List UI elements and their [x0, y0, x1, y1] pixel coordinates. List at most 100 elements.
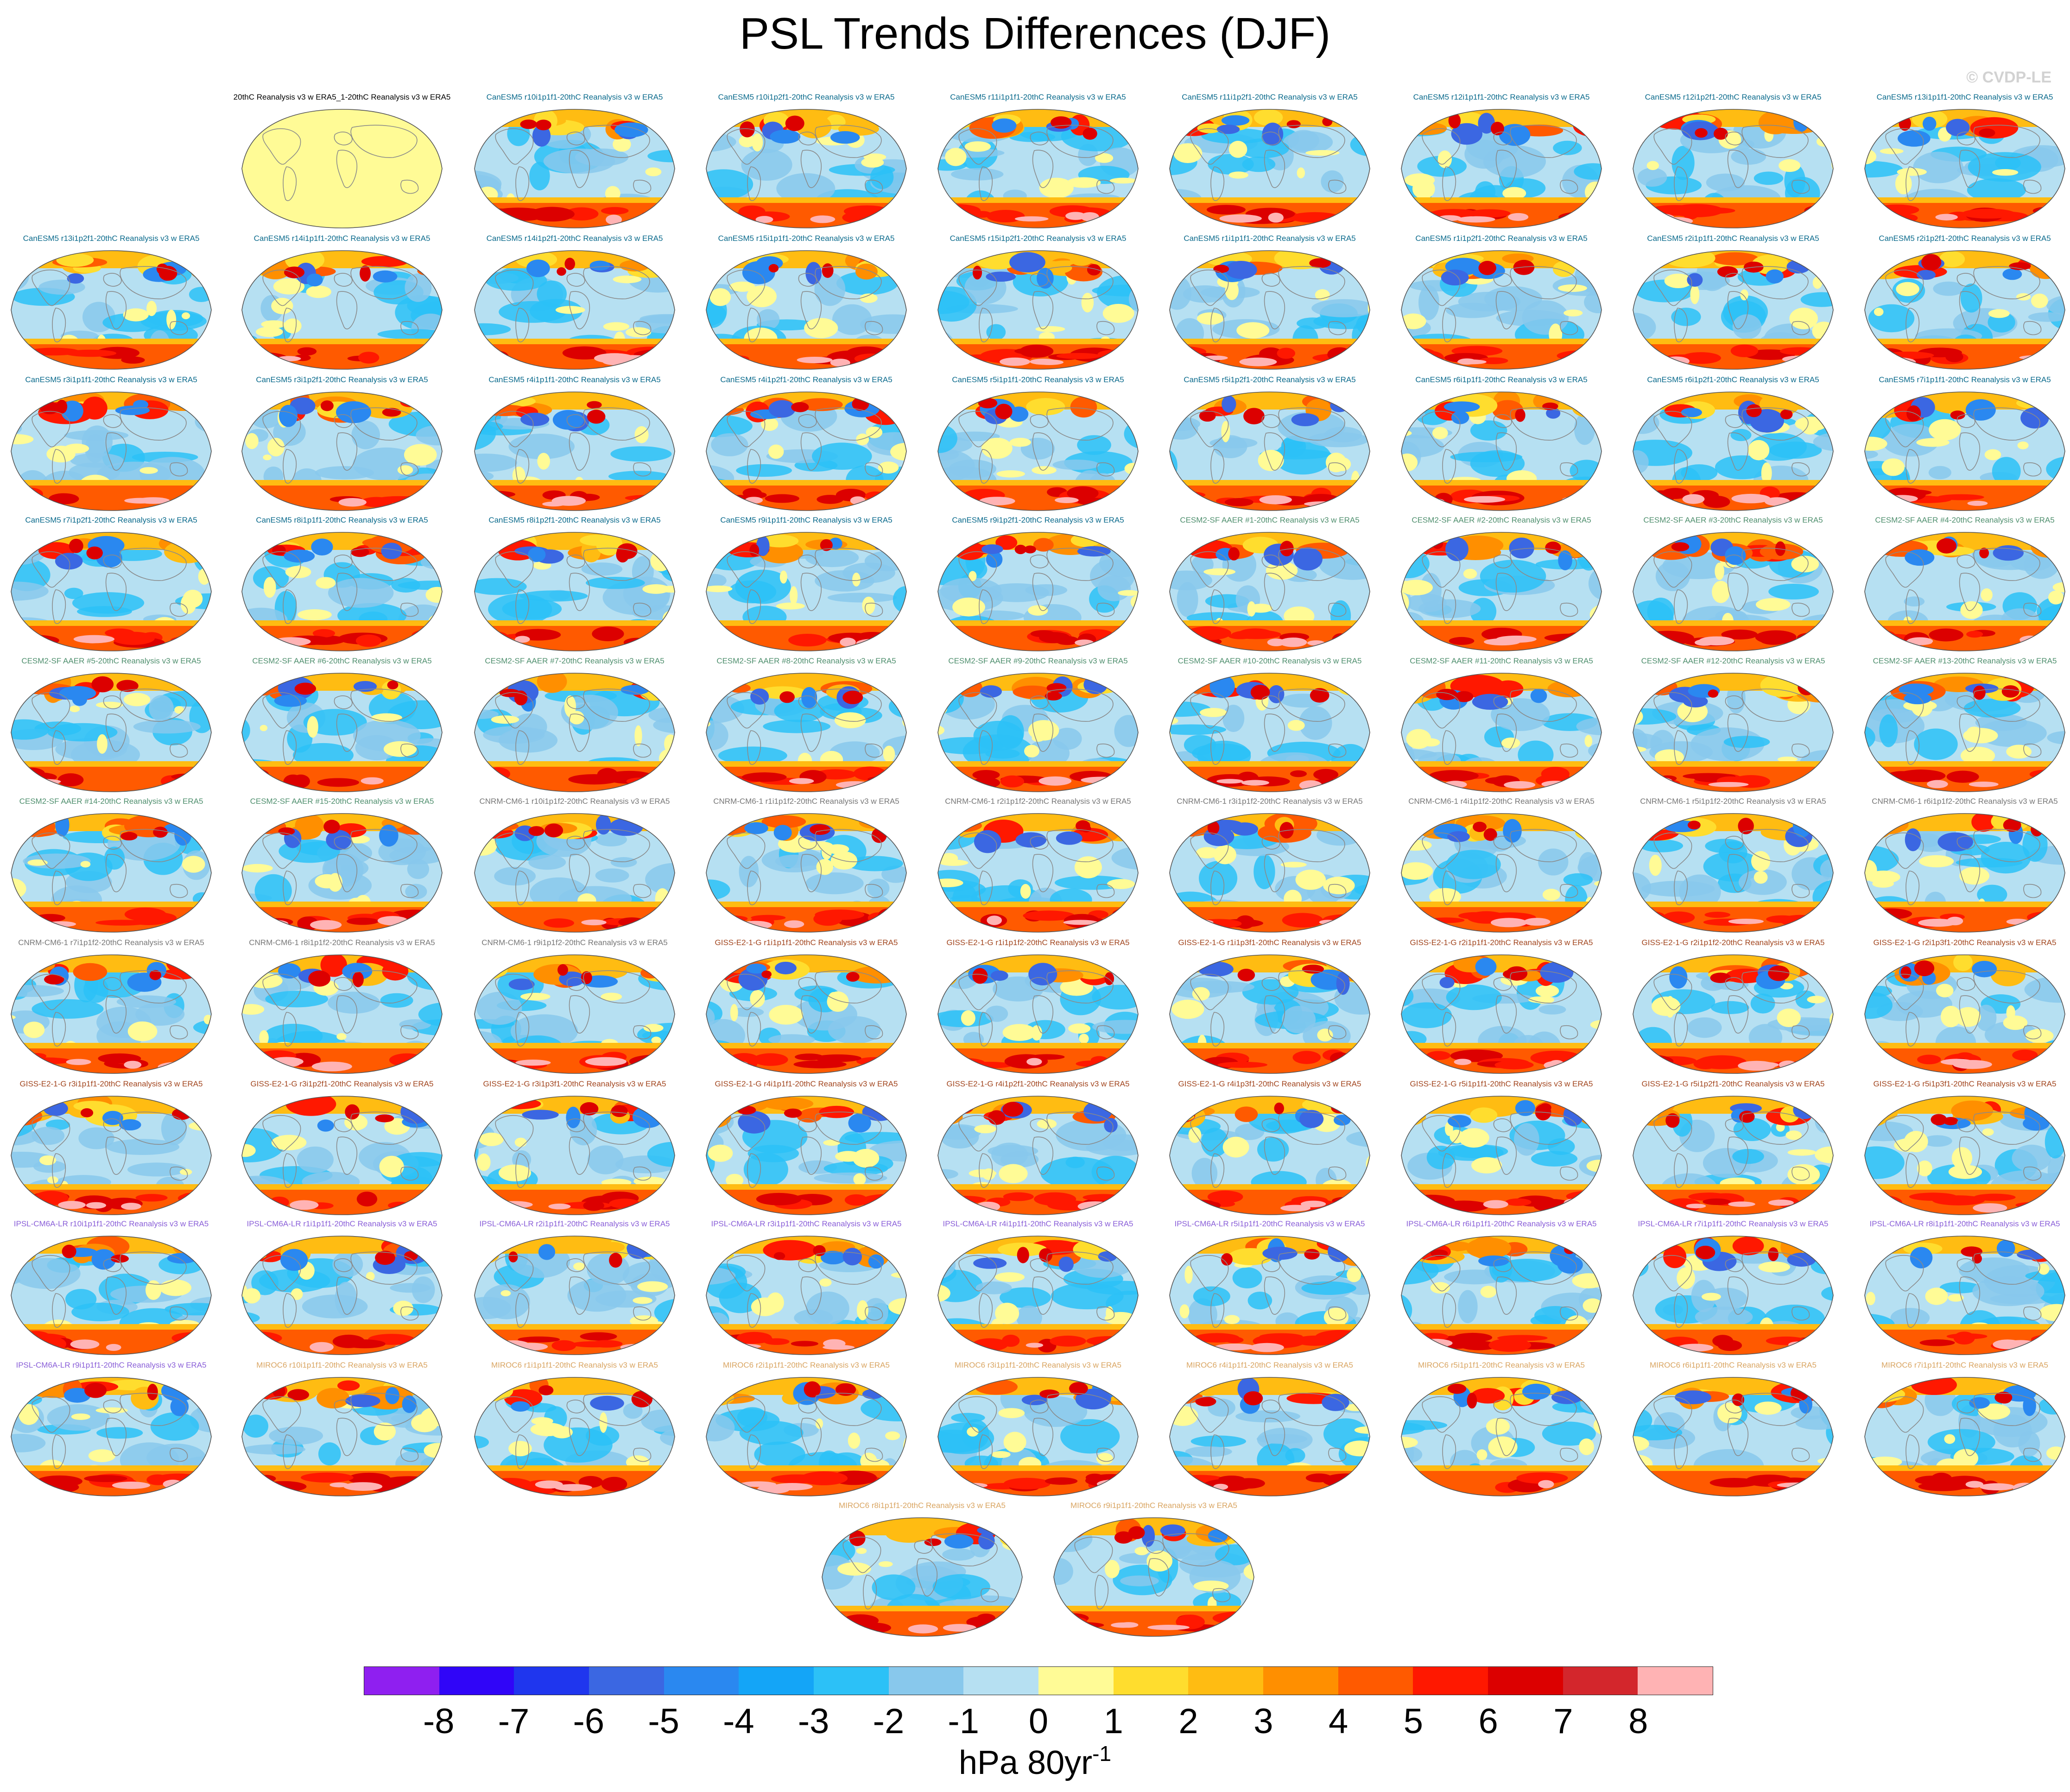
panel-label: CanESM5 r4i1p2f1-20thC Reanalysis v3 w E…	[720, 375, 893, 384]
map-panel: CanESM5 r9i1p1f1-20thC Reanalysis v3 w E…	[695, 516, 918, 655]
cvdp-watermark: © CVDP-LE	[1966, 69, 2051, 86]
map-panel: CanESM5 r8i1p2f1-20thC Reanalysis v3 w E…	[463, 516, 686, 655]
robinson-map	[11, 250, 212, 370]
panel-label: CNRM-CM6-1 r2i1p1f2-20thC Reanalysis v3 …	[945, 797, 1131, 806]
map-panel: CanESM5 r12i1p1f1-20thC Reanalysis v3 w …	[1390, 93, 1613, 232]
robinson-map	[1864, 109, 2065, 228]
map-panel: 20thC Reanalysis v3 w ERA5_1-20thC Reana…	[231, 93, 453, 232]
panel-label: IPSL-CM6A-LR r1i1p1f1-20thC Reanalysis v…	[247, 1219, 437, 1228]
map-panel: CESM2-SF AAER #5-20thC Reanalysis v3 w E…	[0, 656, 222, 795]
colorbar-swatch	[589, 1667, 664, 1695]
map-panel: IPSL-CM6A-LR r1i1p1f1-20thC Reanalysis v…	[231, 1219, 453, 1358]
panel-label: IPSL-CM6A-LR r7i1p1f1-20thC Reanalysis v…	[1638, 1219, 1829, 1228]
robinson-map	[241, 1377, 443, 1496]
map-panel: MIROC6 r6i1p1f1-20thC Reanalysis v3 w ER…	[1622, 1361, 1844, 1500]
panel-label: CanESM5 r15i1p2f1-20thC Reanalysis v3 w …	[950, 234, 1127, 243]
map-panel: GISS-E2-1-G r4i1p2f1-20thC Reanalysis v3…	[927, 1079, 1149, 1218]
colorbar-swatch	[1113, 1667, 1189, 1695]
robinson-map	[11, 673, 212, 792]
map-panel: CanESM5 r7i1p1f1-20thC Reanalysis v3 w E…	[1854, 375, 2070, 514]
robinson-map	[474, 391, 675, 511]
robinson-map	[1864, 250, 2065, 370]
colorbar-swatch	[1338, 1667, 1413, 1695]
panel-label: CanESM5 r15i1p1f1-20thC Reanalysis v3 w …	[718, 234, 895, 243]
panel-label: CanESM5 r5i1p2f1-20thC Reanalysis v3 w E…	[1184, 375, 1356, 384]
map-panel: CanESM5 r15i1p1f1-20thC Reanalysis v3 w …	[695, 234, 918, 373]
robinson-map	[241, 1236, 443, 1355]
robinson-map	[1401, 954, 1602, 1074]
map-panel: GISS-E2-1-G r2i1p1f2-20thC Reanalysis v3…	[1622, 938, 1844, 1077]
panel-label: MIROC6 r6i1p1f1-20thC Reanalysis v3 w ER…	[1650, 1361, 1817, 1369]
robinson-map	[1633, 813, 1834, 933]
colorbar-tick-label: -3	[798, 1702, 829, 1741]
robinson-map	[474, 532, 675, 651]
map-panel: CanESM5 r7i1p2f1-20thC Reanalysis v3 w E…	[0, 516, 222, 655]
colorbar-swatch	[1413, 1667, 1488, 1695]
robinson-map	[706, 813, 907, 933]
map-panel: MIROC6 r2i1p1f1-20thC Reanalysis v3 w ER…	[695, 1361, 918, 1500]
colorbar-tick-label: -4	[723, 1702, 754, 1741]
panel-label: CNRM-CM6-1 r7i1p1f2-20thC Reanalysis v3 …	[18, 938, 204, 947]
robinson-map	[1169, 1377, 1370, 1496]
robinson-map	[937, 1236, 1139, 1355]
colorbar-swatch	[963, 1667, 1039, 1695]
robinson-map	[241, 673, 443, 792]
panel-label: MIROC6 r10i1p1f1-20thC Reanalysis v3 w E…	[256, 1361, 428, 1369]
map-panel: GISS-E2-1-G r3i1p2f1-20thC Reanalysis v3…	[231, 1079, 453, 1218]
panel-label: IPSL-CM6A-LR r6i1p1f1-20thC Reanalysis v…	[1406, 1219, 1597, 1228]
panel-label: MIROC6 r4i1p1f1-20thC Reanalysis v3 w ER…	[1186, 1361, 1353, 1369]
map-panel: CanESM5 r10i1p1f1-20thC Reanalysis v3 w …	[463, 93, 686, 232]
map-panel: CanESM5 r3i1p2f1-20thC Reanalysis v3 w E…	[231, 375, 453, 514]
panel-label: CanESM5 r12i1p1f1-20thC Reanalysis v3 w …	[1413, 93, 1590, 101]
map-panel: CESM2-SF AAER #6-20thC Reanalysis v3 w E…	[231, 656, 453, 795]
units-superscript: -1	[1092, 1742, 1112, 1766]
robinson-map	[1864, 1096, 2065, 1215]
colorbar-tick-label: 4	[1328, 1702, 1348, 1741]
panel-label: CanESM5 r10i1p1f1-20thC Reanalysis v3 w …	[486, 93, 663, 101]
panel-label: CESM2-SF AAER #7-20thC Reanalysis v3 w E…	[485, 656, 665, 665]
panel-label: GISS-E2-1-G r1i1p1f1-20thC Reanalysis v3…	[715, 938, 898, 947]
map-panel: GISS-E2-1-G r2i1p1f1-20thC Reanalysis v3…	[1390, 938, 1613, 1077]
map-panel: CESM2-SF AAER #10-20thC Reanalysis v3 w …	[1158, 656, 1381, 795]
panel-label: CanESM5 r12i1p2f1-20thC Reanalysis v3 w …	[1645, 93, 1822, 101]
map-panel: GISS-E2-1-G r4i1p3f1-20thC Reanalysis v3…	[1158, 1079, 1381, 1218]
panel-label: CanESM5 r6i1p1f1-20thC Reanalysis v3 w E…	[1415, 375, 1588, 384]
panel-label: CanESM5 r9i1p1f1-20thC Reanalysis v3 w E…	[720, 516, 893, 524]
robinson-map	[706, 673, 907, 792]
panel-label: CanESM5 r1i1p1f1-20thC Reanalysis v3 w E…	[1184, 234, 1356, 243]
robinson-map	[241, 391, 443, 511]
panel-label: GISS-E2-1-G r3i1p2f1-20thC Reanalysis v3…	[250, 1079, 434, 1088]
panel-label: GISS-E2-1-G r2i1p1f1-20thC Reanalysis v3…	[1410, 938, 1593, 947]
panel-label: IPSL-CM6A-LR r4i1p1f1-20thC Reanalysis v…	[943, 1219, 1133, 1228]
panel-label: 20thC Reanalysis v3 w ERA5_1-20thC Reana…	[233, 93, 451, 101]
robinson-map	[937, 250, 1139, 370]
robinson-map	[241, 532, 443, 651]
robinson-map	[937, 954, 1139, 1074]
panel-label: CESM2-SF AAER #11-20thC Reanalysis v3 w …	[1410, 656, 1593, 665]
map-panel: CESM2-SF AAER #9-20thC Reanalysis v3 w E…	[927, 656, 1149, 795]
map-panel: CESM2-SF AAER #8-20thC Reanalysis v3 w E…	[695, 656, 918, 795]
robinson-map	[1864, 532, 2065, 651]
robinson-map	[937, 109, 1139, 228]
robinson-map	[937, 673, 1139, 792]
map-panel: CNRM-CM6-1 r3i1p1f2-20thC Reanalysis v3 …	[1158, 797, 1381, 936]
panel-label: CanESM5 r14i1p1f1-20thC Reanalysis v3 w …	[253, 234, 430, 243]
robinson-map	[474, 1236, 675, 1355]
robinson-map	[11, 813, 212, 933]
robinson-map	[1633, 1096, 1834, 1215]
map-panel: CanESM5 r2i1p1f1-20thC Reanalysis v3 w E…	[1622, 234, 1844, 373]
robinson-map	[1169, 673, 1370, 792]
robinson-map	[1169, 1096, 1370, 1215]
robinson-map	[1169, 250, 1370, 370]
map-panel: CESM2-SF AAER #14-20thC Reanalysis v3 w …	[0, 797, 222, 936]
panel-label: CESM2-SF AAER #10-20thC Reanalysis v3 w …	[1177, 656, 1362, 665]
robinson-map	[1633, 250, 1834, 370]
map-panel: CanESM5 r11i1p1f1-20thC Reanalysis v3 w …	[927, 93, 1149, 232]
colorbar-swatch	[888, 1667, 964, 1695]
panel-label: CESM2-SF AAER #2-20thC Reanalysis v3 w E…	[1412, 516, 1591, 524]
map-panel: MIROC6 r10i1p1f1-20thC Reanalysis v3 w E…	[231, 1361, 453, 1500]
map-panel: CNRM-CM6-1 r10i1p1f2-20thC Reanalysis v3…	[463, 797, 686, 936]
panel-label: CanESM5 r11i1p2f1-20thC Reanalysis v3 w …	[1182, 93, 1358, 101]
map-panel: GISS-E2-1-G r1i1p1f2-20thC Reanalysis v3…	[927, 938, 1149, 1077]
map-panel: CNRM-CM6-1 r4i1p1f2-20thC Reanalysis v3 …	[1390, 797, 1613, 936]
